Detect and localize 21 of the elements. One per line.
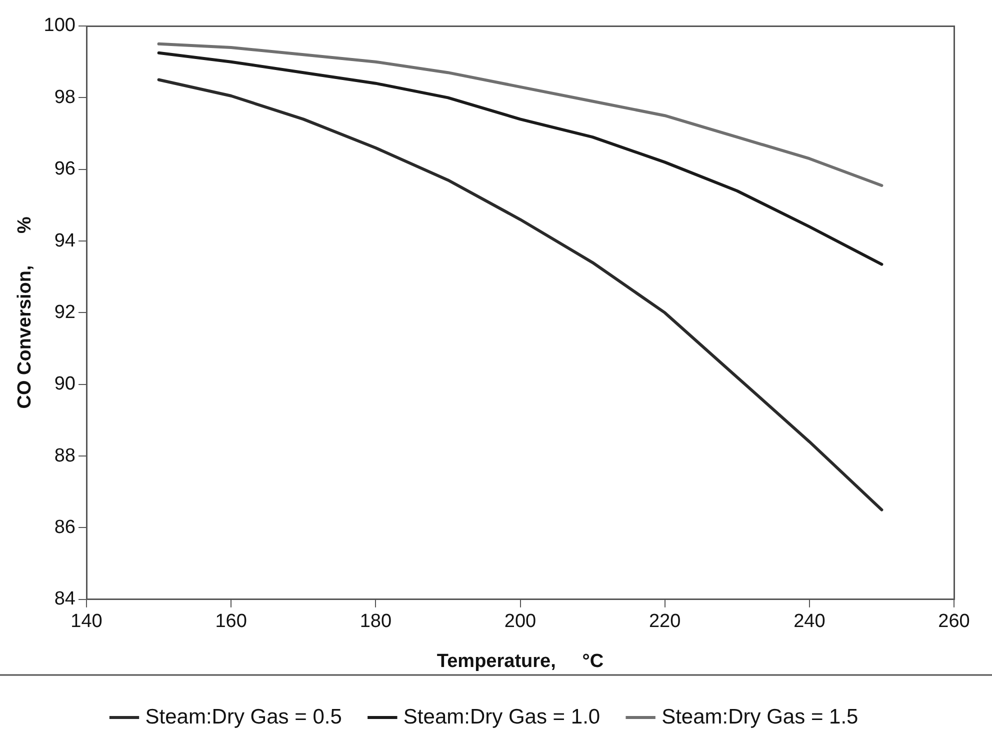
x-tick-label: 140 bbox=[70, 611, 102, 632]
y-tick-label: 90 bbox=[54, 374, 76, 395]
y-tick-label: 92 bbox=[54, 302, 76, 323]
y-tick-label: 100 bbox=[44, 15, 76, 36]
y-tick-label: 98 bbox=[54, 86, 76, 108]
legend-label: Steam:Dry Gas = 1.0 bbox=[403, 705, 600, 728]
y-tick-label: 96 bbox=[54, 158, 76, 180]
y-tick-label: 94 bbox=[54, 230, 76, 252]
legend-label: Steam:Dry Gas = 0.5 bbox=[145, 705, 342, 728]
x-tick-label: 240 bbox=[794, 611, 826, 632]
x-axis-title: Temperature, °C bbox=[436, 650, 604, 672]
y-tick-label: 88 bbox=[54, 445, 76, 466]
x-tick-label: 220 bbox=[648, 611, 681, 632]
y-axis-title: CO Conversion, % bbox=[14, 216, 36, 409]
y-tick-label: 86 bbox=[54, 516, 76, 538]
legend-label: Steam:Dry Gas = 1.5 bbox=[662, 705, 858, 728]
x-tick-label: 200 bbox=[504, 611, 536, 632]
x-tick-label: 260 bbox=[938, 611, 970, 632]
x-tick-label: 160 bbox=[215, 611, 247, 632]
x-tick-label: 180 bbox=[360, 611, 392, 632]
y-tick-label: 84 bbox=[54, 588, 76, 610]
